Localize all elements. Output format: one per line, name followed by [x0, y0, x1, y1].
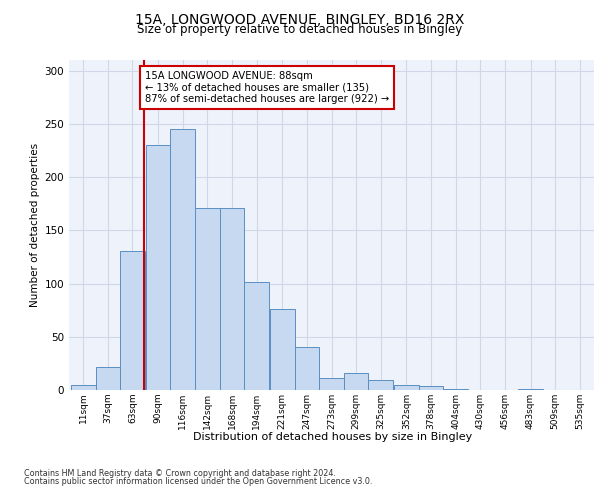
- Bar: [71, 384, 95, 390]
- Bar: [344, 373, 368, 390]
- Bar: [95, 366, 120, 390]
- Bar: [518, 389, 543, 390]
- Text: Contains public sector information licensed under the Open Government Licence v3: Contains public sector information licen…: [24, 477, 373, 486]
- Text: Contains HM Land Registry data © Crown copyright and database right 2024.: Contains HM Land Registry data © Crown c…: [24, 468, 336, 477]
- Bar: [170, 129, 195, 390]
- Bar: [295, 348, 319, 390]
- Y-axis label: Number of detached properties: Number of detached properties: [30, 143, 40, 307]
- Bar: [419, 386, 443, 390]
- Text: 15A LONGWOOD AVENUE: 88sqm
← 13% of detached houses are smaller (135)
87% of sem: 15A LONGWOOD AVENUE: 88sqm ← 13% of deta…: [145, 70, 389, 104]
- Bar: [195, 208, 220, 390]
- Bar: [443, 389, 468, 390]
- Bar: [244, 282, 269, 390]
- Bar: [394, 384, 419, 390]
- Bar: [146, 145, 170, 390]
- Text: Size of property relative to detached houses in Bingley: Size of property relative to detached ho…: [137, 22, 463, 36]
- Bar: [368, 380, 393, 390]
- Bar: [120, 250, 145, 390]
- Text: 15A, LONGWOOD AVENUE, BINGLEY, BD16 2RX: 15A, LONGWOOD AVENUE, BINGLEY, BD16 2RX: [136, 12, 464, 26]
- Bar: [319, 378, 344, 390]
- Bar: [220, 208, 244, 390]
- Text: Distribution of detached houses by size in Bingley: Distribution of detached houses by size …: [193, 432, 473, 442]
- Bar: [270, 309, 295, 390]
